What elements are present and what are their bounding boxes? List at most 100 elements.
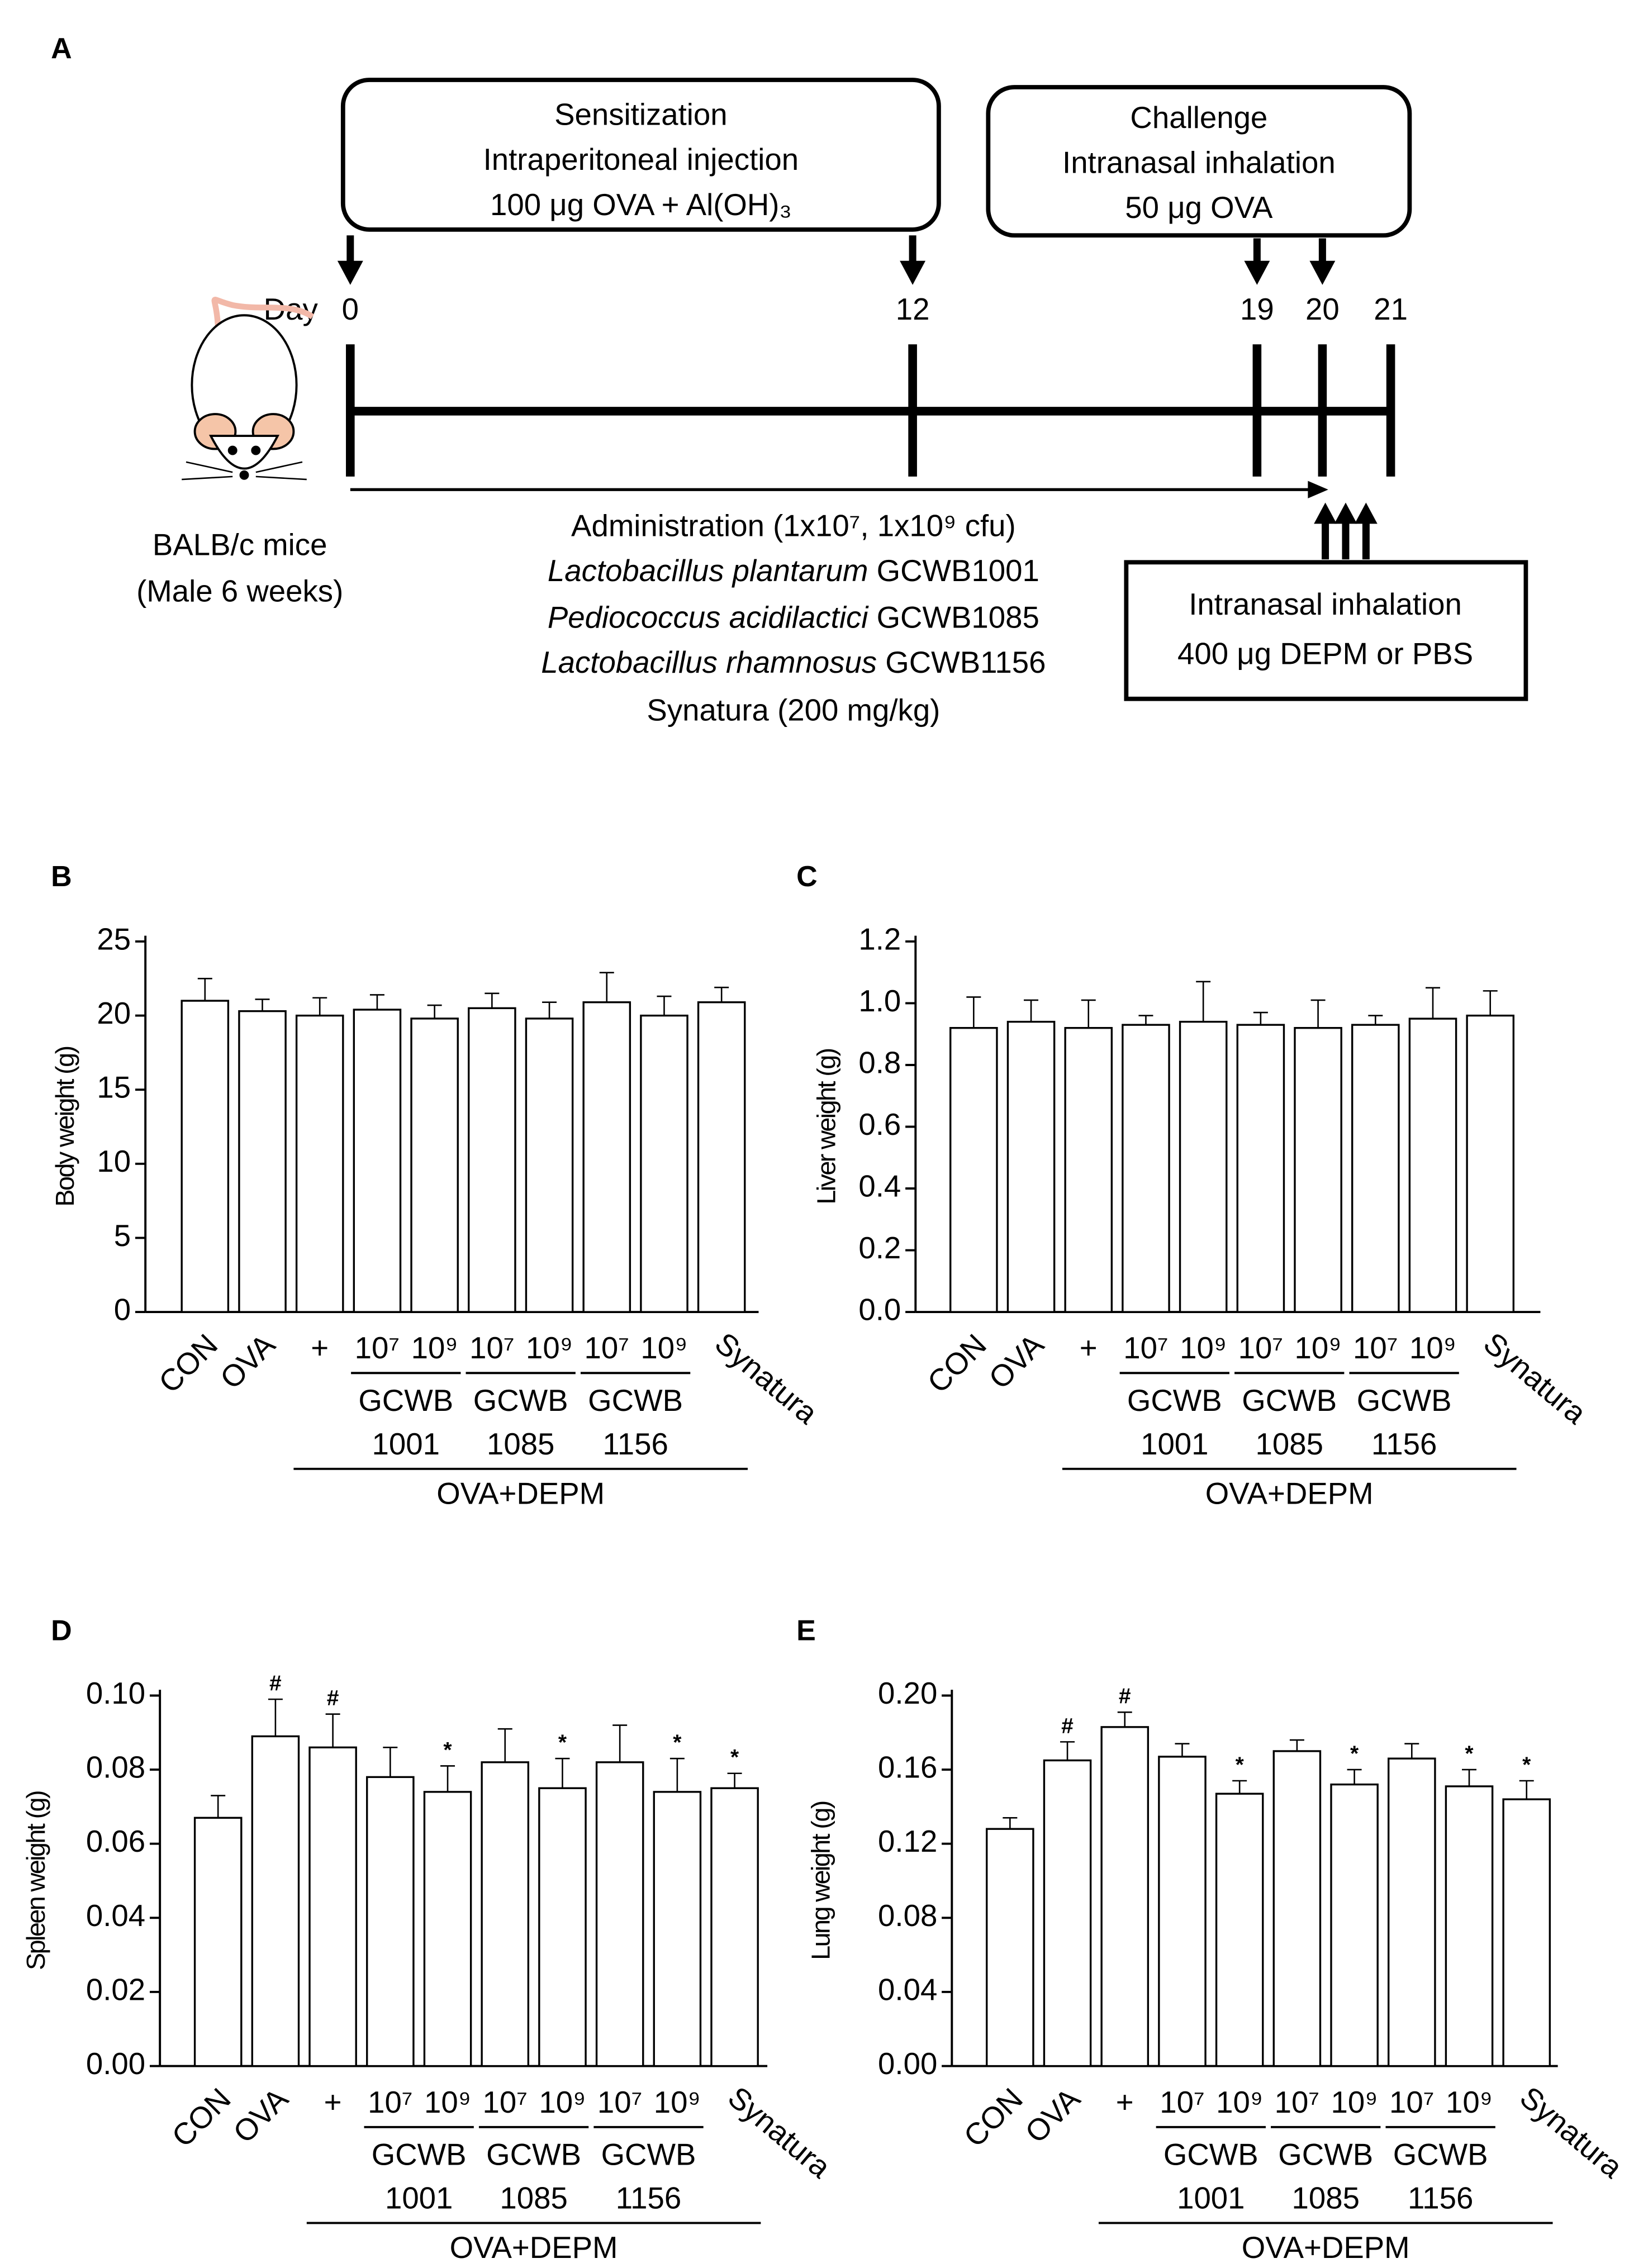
bar — [1100, 1726, 1150, 2067]
box-text: Intraperitoneal injection — [483, 142, 799, 177]
y-tick-label: 0.6 — [858, 1107, 901, 1142]
bar — [353, 1009, 402, 1313]
bar — [238, 1010, 287, 1313]
significance: * — [673, 1731, 682, 1755]
mouse — [182, 297, 315, 481]
treatment-label: OVA+DEPM — [1242, 2231, 1410, 2265]
x-tick-label: 10⁷ — [1275, 2085, 1319, 2119]
bar — [410, 1017, 459, 1313]
x-tick-label: 10⁷ — [368, 2085, 412, 2119]
group-code: 1085 — [500, 2181, 567, 2215]
bar — [986, 1828, 1034, 2067]
x-tick-label: + — [1080, 1331, 1098, 1365]
bar — [640, 1014, 688, 1313]
group-code: 1001 — [1177, 2181, 1245, 2215]
bar — [1330, 1783, 1379, 2067]
mice-text: BALB/c mice — [153, 527, 327, 562]
significance: * — [558, 1731, 567, 1755]
group-code: 1001 — [372, 1427, 440, 1461]
bar — [366, 1776, 415, 2067]
treatment-label: OVA+DEPM — [436, 1476, 605, 1510]
inhalation-box — [1124, 560, 1528, 701]
y-axis-title: Liver weight (g) — [812, 1049, 841, 1204]
x-tick-label: CON — [165, 2081, 238, 2153]
strain: GCWB1085 — [877, 600, 1039, 634]
y-tick-label: 0.4 — [858, 1169, 901, 1203]
y-tick-label: 0.08 — [86, 1751, 145, 1785]
y-tick-label: 0.06 — [86, 1824, 145, 1858]
bar — [1236, 1024, 1285, 1313]
x-tick-label: 10⁷ — [483, 2085, 528, 2119]
y-tick-label: 0.00 — [878, 2047, 937, 2081]
strain-text: Lactobacillus rhamnosus GCWB1156 — [541, 645, 1046, 679]
y-tick-label: 0.12 — [878, 1824, 937, 1858]
box-text: Challenge — [1130, 101, 1267, 135]
species: Lactobacillus plantarum — [548, 554, 868, 588]
y-tick-label: 0.02 — [86, 1972, 145, 2007]
bar — [1466, 1014, 1515, 1313]
panel-label: B — [51, 860, 72, 893]
panel-label: E — [796, 1615, 816, 1647]
bar — [1351, 1024, 1400, 1313]
group-name: GCWB — [1242, 1383, 1337, 1418]
panel-label: C — [796, 860, 818, 893]
y-tick-label: 15 — [97, 1071, 131, 1105]
significance: # — [327, 1686, 339, 1710]
treatment-label: OVA+DEPM — [1205, 1476, 1374, 1510]
bar — [595, 1761, 644, 2067]
significance: * — [1522, 1753, 1531, 1777]
challenge-box — [986, 85, 1412, 238]
bar — [1294, 1026, 1342, 1313]
down-arrows — [337, 235, 1336, 285]
bar — [251, 1735, 300, 2067]
bar — [1043, 1759, 1092, 2067]
y-tick-label: 0.0 — [858, 1292, 901, 1326]
x-tick-label: 10⁹ — [654, 2085, 701, 2119]
bar — [1215, 1792, 1264, 2067]
y-tick-label: 0.04 — [878, 1972, 937, 2007]
bar — [481, 1761, 530, 2067]
day: 20 — [1305, 292, 1340, 326]
day: 21 — [1374, 292, 1408, 326]
group-code: 1156 — [1371, 1427, 1437, 1461]
admin-text: Administration (1x10⁷, 1x10⁹ cfu) — [571, 508, 1016, 543]
y-tick-label: 1.0 — [858, 984, 901, 1018]
strain: GCWB1156 — [885, 645, 1046, 679]
control-text: Synatura (200 mg/kg) — [647, 693, 940, 728]
x-tick-label: 10⁷ — [1160, 2085, 1204, 2119]
bar — [1408, 1017, 1457, 1313]
sensitization-box — [340, 78, 941, 232]
bar — [308, 1746, 357, 2067]
significance: * — [1350, 1742, 1359, 1766]
group-name: GCWB — [473, 1383, 568, 1418]
bar — [181, 1000, 230, 1313]
x-tick-label: OVA — [213, 1327, 282, 1395]
treatment-label: OVA+DEPM — [450, 2231, 618, 2265]
box-text: Intranasal inhalation — [1062, 145, 1336, 179]
group-name: GCWB — [1127, 1383, 1222, 1418]
group-name: GCWB — [1393, 2137, 1488, 2171]
box-text: Sensitization — [554, 98, 728, 132]
bar — [1122, 1024, 1170, 1313]
bar — [468, 1007, 516, 1313]
bar — [1006, 1020, 1056, 1313]
bar — [949, 1026, 998, 1313]
y-tick-label: 1.2 — [858, 922, 901, 956]
x-tick-label: OVA — [982, 1327, 1051, 1395]
x-tick-label: 10⁹ — [424, 2085, 471, 2119]
chart: E Lung weight (g) 0.00 0.04 0.08 0.12 0.16 0.20… — [796, 1615, 1629, 2265]
x-tick-label: 10⁷ — [585, 1331, 629, 1365]
group-name: GCWB — [358, 1383, 453, 1418]
x-tick-label: OVA — [1019, 2081, 1087, 2150]
x-tick-label: OVA — [227, 2081, 295, 2150]
significance: * — [1465, 1742, 1474, 1766]
y-tick-label: 0.2 — [858, 1231, 901, 1265]
bar — [653, 1791, 702, 2067]
x-tick-label: 10⁹ — [411, 1331, 458, 1365]
bar — [538, 1787, 587, 2067]
x-tick-label: 10⁹ — [1180, 1331, 1227, 1365]
x-tick-label: 10⁷ — [1353, 1331, 1398, 1365]
x-tick-label: Synatura — [1513, 2080, 1629, 2185]
